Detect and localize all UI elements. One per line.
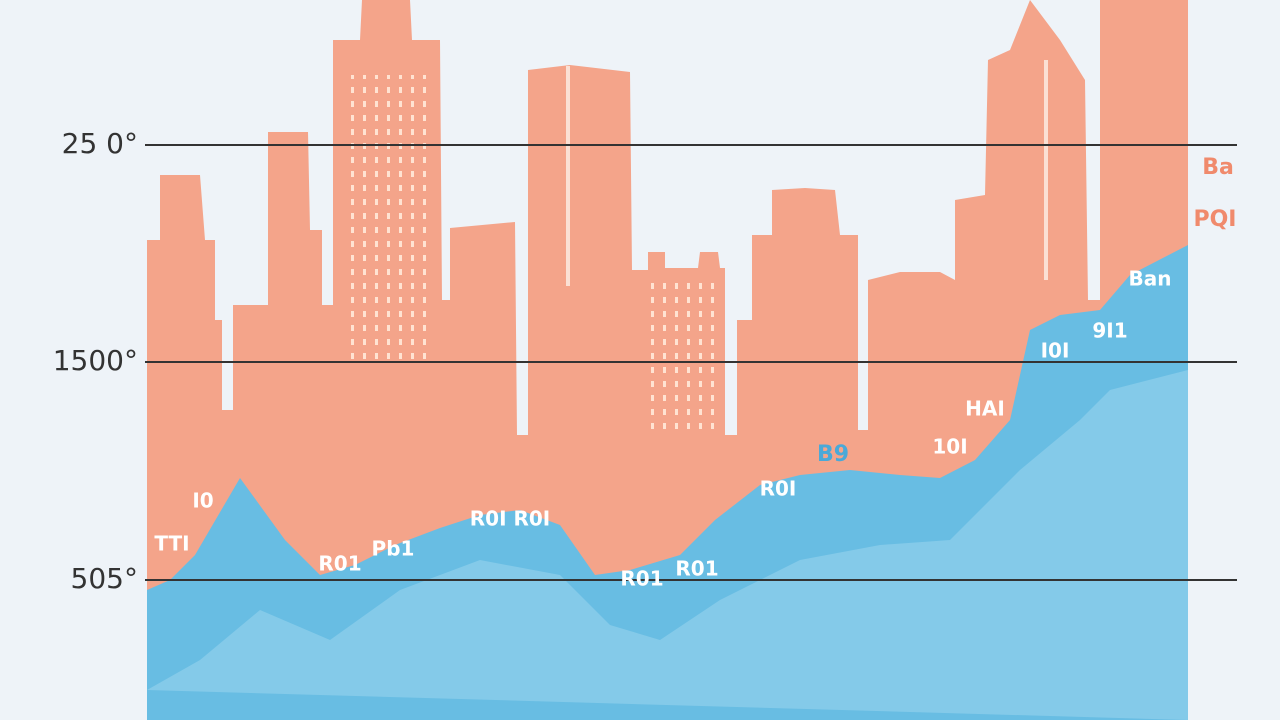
annotation: PQI [1193,207,1236,232]
windows [345,75,430,365]
annotation: HAI [965,397,1005,421]
annotation: Ban [1129,267,1172,291]
annotation: 10I [932,435,967,459]
annotation: B9 [817,442,849,467]
axis-label: 1500° [53,344,138,377]
building-edge [1044,60,1048,280]
annotation: 9I1 [1092,319,1127,343]
axis-label: 25 0° [62,127,138,160]
annotation: I0 [192,489,213,513]
annotation: Ba [1202,155,1234,180]
annotation: R0I R0I [470,507,550,531]
annotation: R01 [675,557,718,581]
axis-label: 505° [71,562,138,595]
annotation: R0I [760,477,797,501]
annotation: R01 [620,567,663,591]
annotation: Pb1 [372,537,415,561]
annotation: TTI [154,532,189,556]
windows [645,280,720,430]
building-edge [566,66,570,286]
annotation: R01 [318,552,361,576]
annotation: I0I [1041,339,1070,363]
light-blue-area [147,370,1188,720]
